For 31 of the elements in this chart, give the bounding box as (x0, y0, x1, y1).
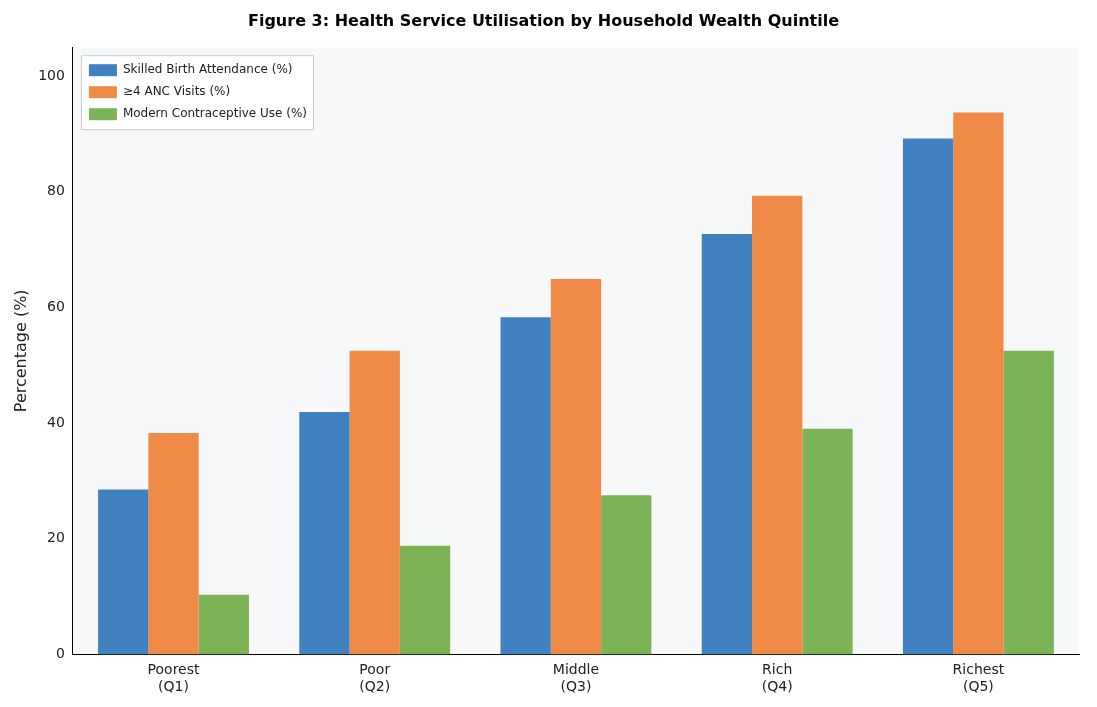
bar (752, 195, 803, 655)
legend-label: ≥4 ANC Visits (%) (122, 84, 231, 99)
bar (701, 233, 753, 655)
bar (500, 317, 551, 655)
y-tick-label: 80 (47, 182, 65, 199)
y-tick-label: 100 (38, 66, 65, 83)
bar (349, 350, 400, 655)
bar (902, 138, 954, 655)
chart-title: Figure 3: Health Service Utilisation by Household Wealth Quintile (247, 10, 840, 30)
bar (802, 428, 853, 655)
x-tick-label: Poor (Q2) (359, 661, 391, 695)
x-tick-label: Rich (Q4) (761, 661, 793, 695)
bar (953, 112, 1004, 655)
bar (601, 495, 652, 655)
y-tick-label: 0 (56, 645, 65, 662)
bar (98, 489, 149, 655)
y-tick-label: 40 (47, 413, 65, 430)
legend-label: Skilled Birth Attendance (%) (122, 62, 293, 77)
legend-label: Modern Contraceptive Use (%) (122, 106, 308, 121)
bar (550, 279, 602, 655)
y-tick-label: 60 (47, 298, 65, 315)
bar (299, 412, 350, 655)
x-tick-label: Middle (Q3) (552, 661, 600, 695)
y-axis-title: Percentage (%) (10, 289, 30, 413)
x-tick-label: Poorest (Q1) (147, 661, 200, 695)
bar (399, 545, 451, 655)
bar (1003, 350, 1054, 655)
x-tick-label: Richest (Q5) (952, 661, 1005, 695)
y-tick-label: 20 (47, 529, 65, 546)
bar (148, 432, 199, 655)
bar (198, 594, 249, 655)
